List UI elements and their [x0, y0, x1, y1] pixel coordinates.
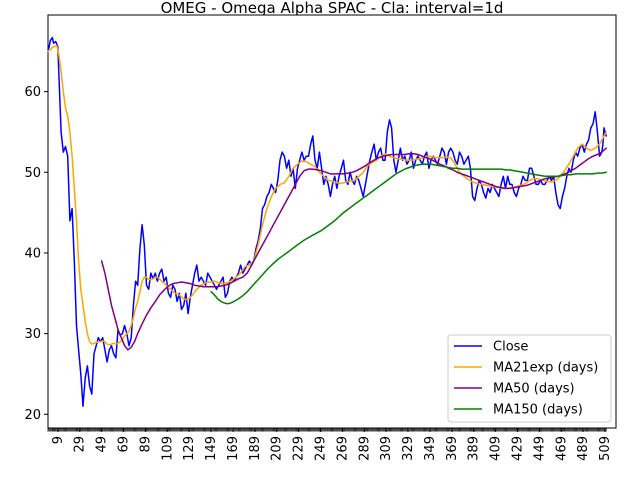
x-tick-label: 329 [401, 436, 416, 461]
x-tick-label: 369 [445, 436, 460, 461]
y-tick-label: 50 [24, 166, 41, 181]
x-tick-label: 49 [95, 436, 110, 453]
legend: Close MA21exp (days) MA50 (days) MA150 (day… [447, 334, 612, 423]
y-axis: 20 30 40 50 60 [24, 85, 48, 423]
x-tick-label: 269 [335, 436, 350, 461]
x-minor-ticks [47, 428, 607, 432]
x-tick-label: 169 [226, 436, 241, 461]
x-tick-label: 29 [73, 436, 88, 453]
x-tick-label: 209 [270, 436, 285, 461]
y-tick-label: 60 [24, 85, 41, 100]
series-line-1 [47, 36, 607, 407]
x-tick-label: 249 [314, 436, 329, 461]
chart-title: OMEG - Omega Alpha SPAC - Cla: interval=… [161, 0, 504, 17]
legend-box [447, 334, 612, 423]
y-tick-label: 20 [24, 408, 41, 423]
series-line-3 [100, 147, 607, 351]
legend-label: MA150 (days) [493, 403, 583, 418]
x-tick-label: 449 [532, 436, 547, 461]
series-line-4 [210, 163, 607, 305]
x-tick-label: 309 [379, 436, 394, 461]
x-tick-label: 289 [357, 436, 372, 461]
y-tick-label: 40 [24, 246, 41, 261]
x-tick-label: 409 [489, 436, 504, 461]
x-tick-label: 109 [160, 436, 175, 461]
x-tick-label: 189 [248, 436, 263, 461]
legend-label: MA21exp (days) [493, 361, 598, 376]
x-tick-label: 349 [423, 436, 438, 461]
x-tick-label: 489 [576, 436, 591, 461]
x-tick-label: 429 [511, 436, 526, 461]
x-tick-label: 469 [554, 436, 569, 461]
x-tick-label: 389 [467, 436, 482, 461]
x-tick-label: 69 [117, 436, 132, 453]
y-tick-label: 30 [24, 327, 41, 342]
legend-label: Close [493, 340, 528, 355]
x-axis: 9 29 49 69 89 109 129 149 169 189 209 229 249 269 289 3… [51, 428, 613, 461]
x-tick-label: 129 [182, 436, 197, 461]
legend-label: MA50 (days) [493, 382, 575, 397]
x-tick-label: 229 [292, 436, 307, 461]
x-tick-label: 89 [138, 436, 153, 453]
x-tick-label: 9 [51, 436, 66, 444]
x-tick-label: 509 [598, 436, 613, 461]
x-tick-label: 149 [204, 436, 219, 461]
series-layer [47, 36, 607, 407]
